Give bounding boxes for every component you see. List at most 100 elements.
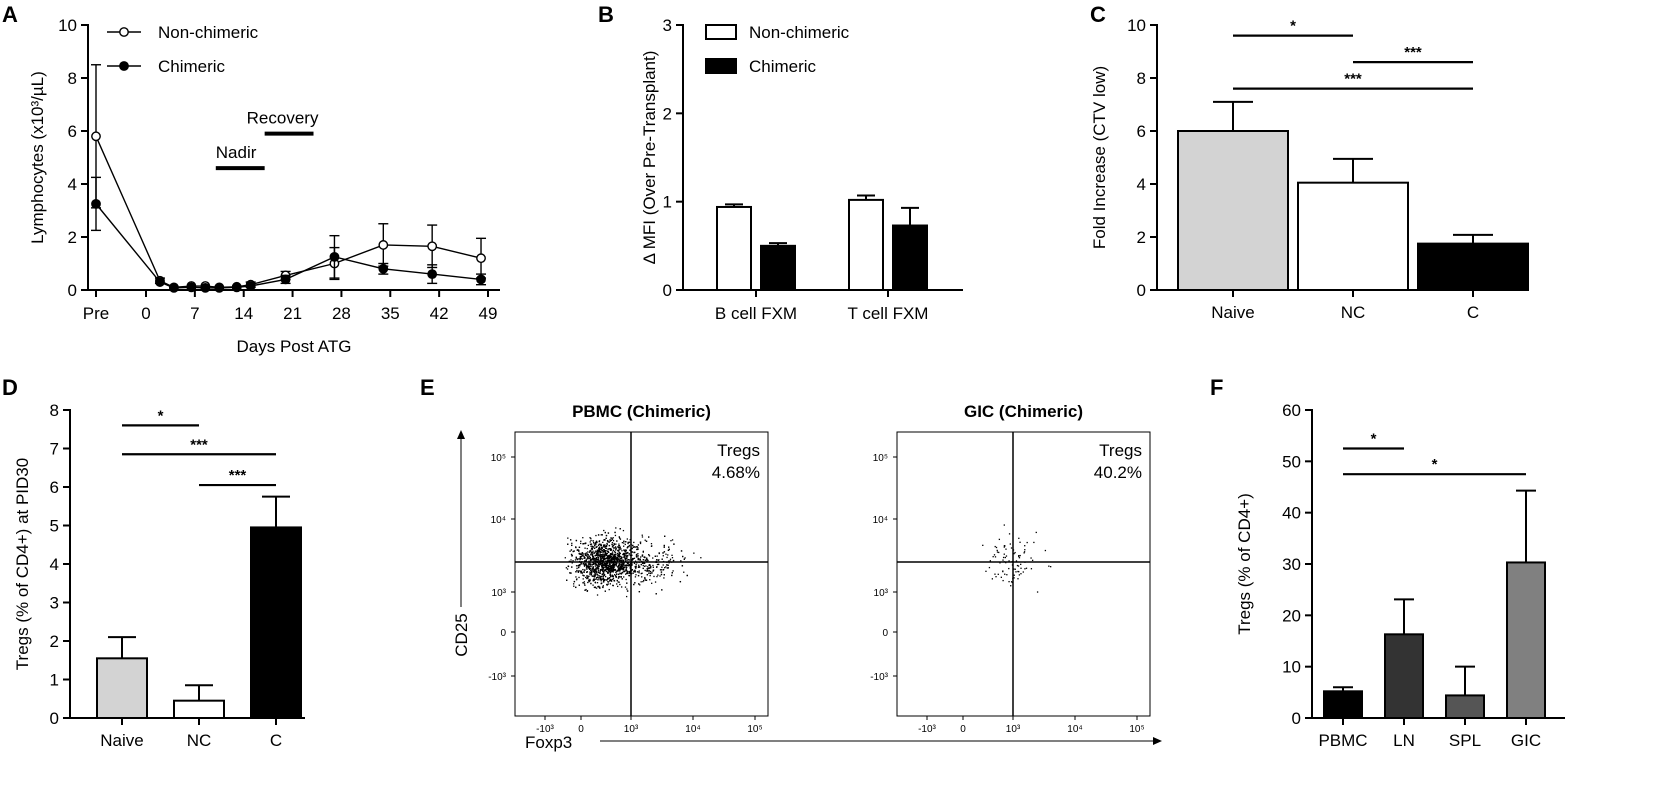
panel-e-plot-1-event	[594, 575, 596, 577]
panel-e-plot-1-event	[609, 583, 611, 585]
panel-e-plot-1-event	[598, 572, 601, 574]
panel-e-plot-2-gate-value: 40.2%	[1094, 463, 1142, 482]
panel-e-plot-1-event	[628, 544, 630, 547]
panel-e-plot-2-event	[1014, 568, 1016, 570]
panel-e-plot-1-event	[609, 569, 612, 571]
panel-e-plot-1-event	[625, 566, 628, 569]
panel-e-plot-1-event	[665, 553, 667, 555]
panel-a-x-tick-label: Pre	[83, 304, 109, 323]
panel-e-plot-1-event	[626, 582, 628, 584]
panel-f-bar-ln	[1384, 633, 1424, 719]
panel-e-plot-1-event	[617, 546, 619, 548]
panel-e-plot-1-event	[627, 554, 629, 557]
panel-e-plot-2-y-tick-label: 10³	[874, 588, 889, 599]
panel-e-plot-1-event	[598, 586, 601, 589]
panel-e-plot-1-events	[564, 527, 702, 598]
panel-e-plot-1-event	[597, 554, 599, 556]
panel-e-plot-1-event	[611, 551, 614, 553]
panel-e-plot-1-event	[587, 557, 590, 559]
panel-e-plot-1-event	[612, 584, 614, 587]
panel-e-plot-1-event	[621, 557, 623, 559]
panel-e-plot-1-event	[637, 555, 639, 557]
panel-e-plot-1-event	[600, 558, 602, 560]
panel-e-plot-1-event	[649, 564, 651, 566]
panel-e-plot-1-event	[613, 574, 616, 576]
panel-a-point-chimeric	[91, 198, 101, 209]
panel-b-legend-swatch	[705, 58, 737, 74]
panel-e-plot-1-event	[593, 559, 595, 562]
panel-e-plot-1-event	[590, 553, 592, 555]
panel-e-plot-1-event	[581, 572, 583, 574]
panel-e-plot-1-event	[623, 564, 625, 566]
panel-e-plot-1-event	[613, 563, 615, 566]
panel-e-plot-1-event	[616, 573, 618, 575]
panel-e-plot-2-event	[1019, 554, 1021, 557]
panel-e-plot-1-event	[612, 569, 614, 572]
panel-c-bar-nc	[1297, 181, 1409, 291]
panel-e-plot-1-event	[596, 566, 599, 568]
panel-e-plot-1-event	[612, 576, 614, 578]
panel-e-plot-1-event	[640, 556, 642, 558]
panel-e-plot-1-event	[585, 554, 588, 556]
panel-e-plot-1-event	[649, 570, 652, 573]
panel-e-plot-1-event	[597, 550, 600, 552]
panel-e-plot-2-event	[996, 551, 999, 553]
panel-e-plot-1-event	[596, 551, 599, 553]
panel-e-plot-1-event	[583, 557, 585, 559]
panel-e-plot-1-event	[595, 573, 597, 576]
panel-e-plot-1-event	[624, 551, 627, 553]
panel-e-plot-1-event	[584, 584, 586, 586]
panel-e-plot-1-event	[595, 559, 597, 561]
panel-e-plot-1-event	[589, 537, 591, 539]
panel-e-plot-1-event	[604, 555, 606, 557]
panel-e-plot-1-event	[576, 558, 579, 561]
panel-e-plot-1-event	[570, 561, 572, 563]
panel-e-plot-1-event	[637, 566, 640, 568]
panel-e-plot-1-event	[578, 584, 580, 586]
panel-e-plot-1-event	[612, 553, 614, 555]
panel-e-plot-1-event	[599, 568, 602, 571]
panel-e-plot-1-event	[577, 565, 579, 567]
panel-a-annotation-label: Nadir	[216, 143, 257, 162]
panel-e-plot-1-event	[611, 578, 614, 581]
panel-e-plot-1-event	[625, 554, 627, 557]
panel-e-plot-1-event	[604, 563, 606, 566]
panel-e-plot-2-event	[998, 551, 1000, 554]
panel-e-plot-1-event	[612, 566, 615, 568]
panel-e-plot-1-event	[584, 542, 587, 544]
panel-e-plot-1-event	[586, 565, 588, 568]
panel-e-plot-1-event	[635, 564, 637, 566]
panel-e-plot-2-event	[1010, 585, 1012, 587]
panel-d-sig-label: ***	[229, 467, 247, 484]
panel-e-plot-1-event	[663, 551, 666, 553]
panel-e-plot-1-event	[626, 547, 629, 549]
panel-e-plot-1-event	[601, 567, 603, 569]
panel-e-plot-1-event	[571, 554, 573, 557]
panel-e-plot-1-event	[587, 544, 590, 547]
panel-e-plot-1-event	[624, 586, 627, 588]
panel-e-plot-1-event	[610, 579, 612, 581]
panel-e-plot-1-event	[613, 558, 615, 561]
panel-a-point-chimeric	[231, 282, 242, 293]
panel-e-plot-1-event	[595, 560, 597, 563]
panel-e-plot-1-event	[634, 571, 636, 573]
panel-e-plot-1-event	[624, 565, 626, 567]
panel-a-annotation-label: Recovery	[247, 109, 319, 128]
panel-e-plot-1-event	[602, 579, 605, 581]
panel-e-plot-1-event	[579, 556, 582, 558]
panel-e-plot-1-event	[662, 552, 664, 554]
panel-e-plot-1-event	[627, 541, 629, 544]
panel-e-plot-1-event	[628, 553, 630, 555]
panel-e-plot-1-event	[586, 568, 588, 570]
panel-e-plot-1-event	[625, 564, 628, 567]
panel-e-plot-1-event	[642, 551, 644, 553]
panel-e-plot-1-event	[634, 582, 636, 584]
panel-e-plot-1-event	[635, 574, 637, 576]
panel-e-plot-1-event	[585, 563, 587, 565]
panel-e-plot-2-event	[1013, 552, 1015, 555]
panel-e-plot-1-event	[617, 559, 619, 561]
panel-d-sig-label: *	[158, 407, 164, 424]
panel-e-plot-1-event	[567, 565, 570, 568]
panel-e-plot-1-event	[600, 554, 602, 556]
panel-e-plot-1-event	[642, 559, 645, 561]
